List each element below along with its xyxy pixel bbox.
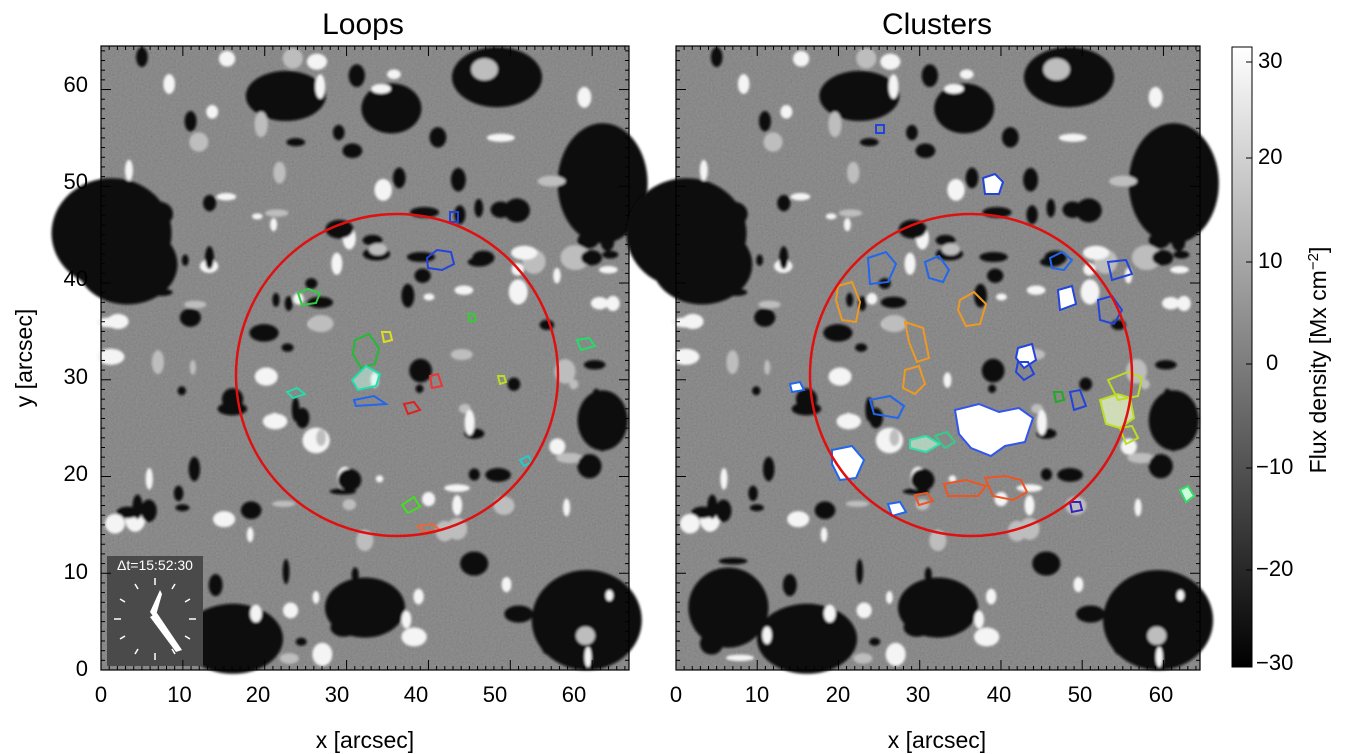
y-tick-label: 20 — [64, 461, 88, 486]
panel-clusters: Clusters — [626, 8, 1219, 753]
x-tick-label: 60 — [562, 682, 586, 707]
contours-loops — [285, 211, 597, 534]
region-circle-loops — [234, 212, 560, 538]
y-tick-label: 30 — [64, 364, 88, 389]
x-tick-label: 30 — [325, 682, 349, 707]
colorbar-gradient — [1231, 46, 1253, 668]
colorbar-tick: −10 — [1256, 454, 1293, 479]
clock-label: Δt=15:52:30 — [117, 557, 193, 573]
x-tick-label: 40 — [987, 682, 1011, 707]
clock-icon — [114, 578, 196, 660]
colorbar-tick: −20 — [1256, 556, 1293, 581]
y-tick-label: 60 — [64, 72, 88, 97]
contours-clusters — [788, 124, 1196, 518]
y-tick-label: 0 — [76, 656, 88, 681]
x-tick-label: 10 — [745, 682, 769, 707]
x-tick-label: 10 — [167, 682, 191, 707]
panel-loops: Loops Δt=15:52:30 — [11, 8, 648, 753]
x-tick-label: 30 — [906, 682, 930, 707]
colorbar-tick: 10 — [1258, 248, 1282, 273]
y-axis-label: y [arcsec] — [11, 309, 37, 407]
x-axis-label-clusters: x [arcsec] — [888, 727, 986, 753]
y-tick-label: 40 — [64, 266, 88, 291]
y-tick-labels-loops: 0 10 20 30 40 50 60 — [64, 72, 88, 681]
magnetogram-clusters — [626, 46, 1219, 674]
axes-frame-loops — [100, 45, 630, 671]
panel-title-loops: Loops — [322, 8, 404, 41]
x-tick-labels-loops: 0 10 20 30 40 50 60 — [95, 682, 586, 707]
clock-inset: Δt=15:52:30 — [107, 556, 203, 666]
y-tick-label: 50 — [64, 169, 88, 194]
x-tick-label: 0 — [670, 682, 682, 707]
y-tick-label: 10 — [64, 559, 88, 584]
colorbar-tick: 20 — [1258, 144, 1282, 169]
colorbar-tick: 0 — [1266, 350, 1278, 375]
colorbar-tick: 30 — [1258, 48, 1282, 73]
x-tick-label: 60 — [1149, 682, 1173, 707]
panel-title-clusters: Clusters — [882, 8, 992, 41]
x-tick-label: 20 — [246, 682, 270, 707]
colorbar: 30 20 10 0 −10 −20 −30 Flux density [Mx … — [1231, 46, 1332, 675]
x-tick-label: 20 — [826, 682, 850, 707]
x-axis-label-loops: x [arcsec] — [316, 727, 414, 753]
axes-frame-clusters — [675, 45, 1201, 671]
region-circle-clusters — [808, 212, 1134, 538]
x-tick-label: 40 — [404, 682, 428, 707]
x-tick-label: 50 — [1068, 682, 1092, 707]
colorbar-label: Flux density [Mx cm−2] — [1305, 247, 1332, 474]
x-tick-label: 50 — [483, 682, 507, 707]
magnetogram-loops — [51, 46, 648, 674]
x-tick-label: 0 — [95, 682, 107, 707]
colorbar-tick: −30 — [1256, 650, 1293, 675]
x-tick-labels-clusters: 0 10 20 30 40 50 60 — [670, 682, 1173, 707]
